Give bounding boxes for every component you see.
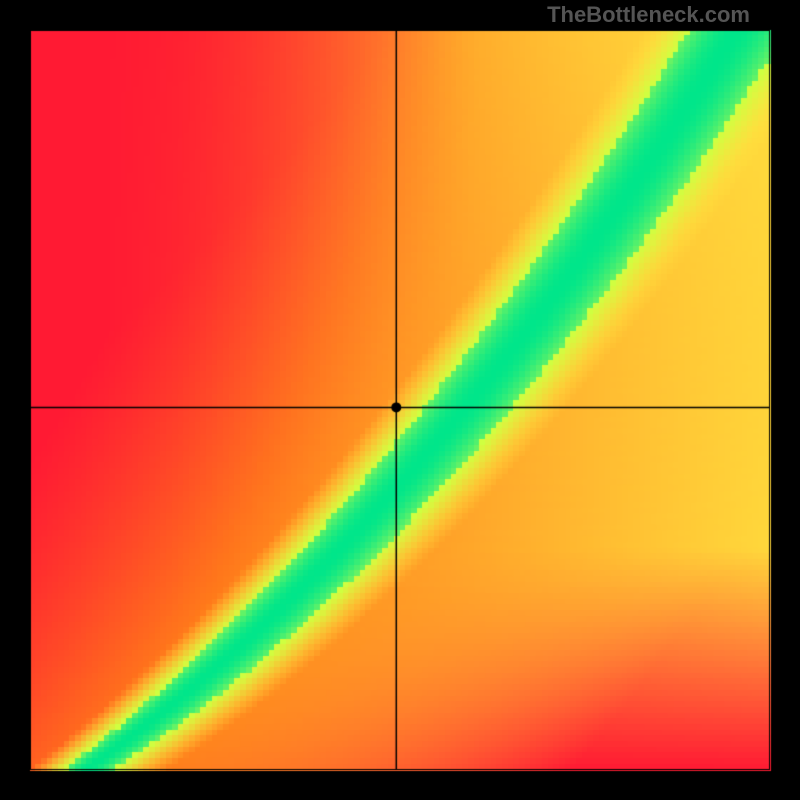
watermark-text: TheBottleneck.com bbox=[547, 2, 750, 28]
bottleneck-heatmap bbox=[0, 0, 800, 800]
